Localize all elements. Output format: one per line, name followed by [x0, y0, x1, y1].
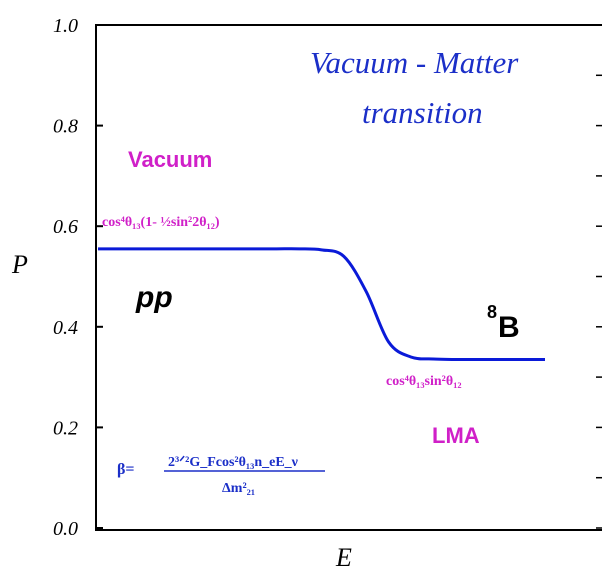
annotation-lma: LMA — [432, 423, 480, 448]
y-tick-label: 0.4 — [53, 317, 78, 339]
annotation-pp: pp — [135, 281, 173, 314]
annotation-b8-sup: 8 — [487, 302, 497, 322]
x-axis-label: E — [335, 543, 352, 572]
y-tick-label: 0.2 — [53, 417, 78, 439]
plot-frame — [95, 24, 602, 531]
annotation-vacuum: Vacuum — [128, 147, 212, 172]
y-tick-label: 0.6 — [53, 216, 78, 238]
series-line — [97, 247, 545, 362]
y-tick-label: 0.8 — [53, 116, 78, 138]
right-ticks — [596, 24, 602, 529]
annotation-beta-den: Δm²₂₁ — [222, 481, 255, 496]
y-tick-label: 0.0 — [53, 518, 78, 540]
y-ticks: 0.0 0.2 0.4 0.6 0.8 1.0 — [53, 15, 103, 540]
annotation-b8: B — [498, 311, 520, 344]
y-axis-label: P — [11, 250, 28, 279]
annotation-title-line1: Vacuum - Matter — [310, 45, 519, 80]
annotation-title-line2: transition — [362, 95, 483, 130]
annotation-lma-formula: cos⁴θ₁₃sin²θ₁₂ — [386, 374, 462, 389]
y-tick-label: 1.0 — [53, 15, 78, 37]
annotation-vacuum-formula: cos⁴θ₁₃(1- ½sin²2θ₁₂) — [102, 215, 220, 230]
annotation-beta-lhs: β= — [117, 461, 135, 478]
annotation-beta-num: 2³ᐟ²G_Fcos²θ₁₃n_eE_ν — [168, 455, 299, 470]
